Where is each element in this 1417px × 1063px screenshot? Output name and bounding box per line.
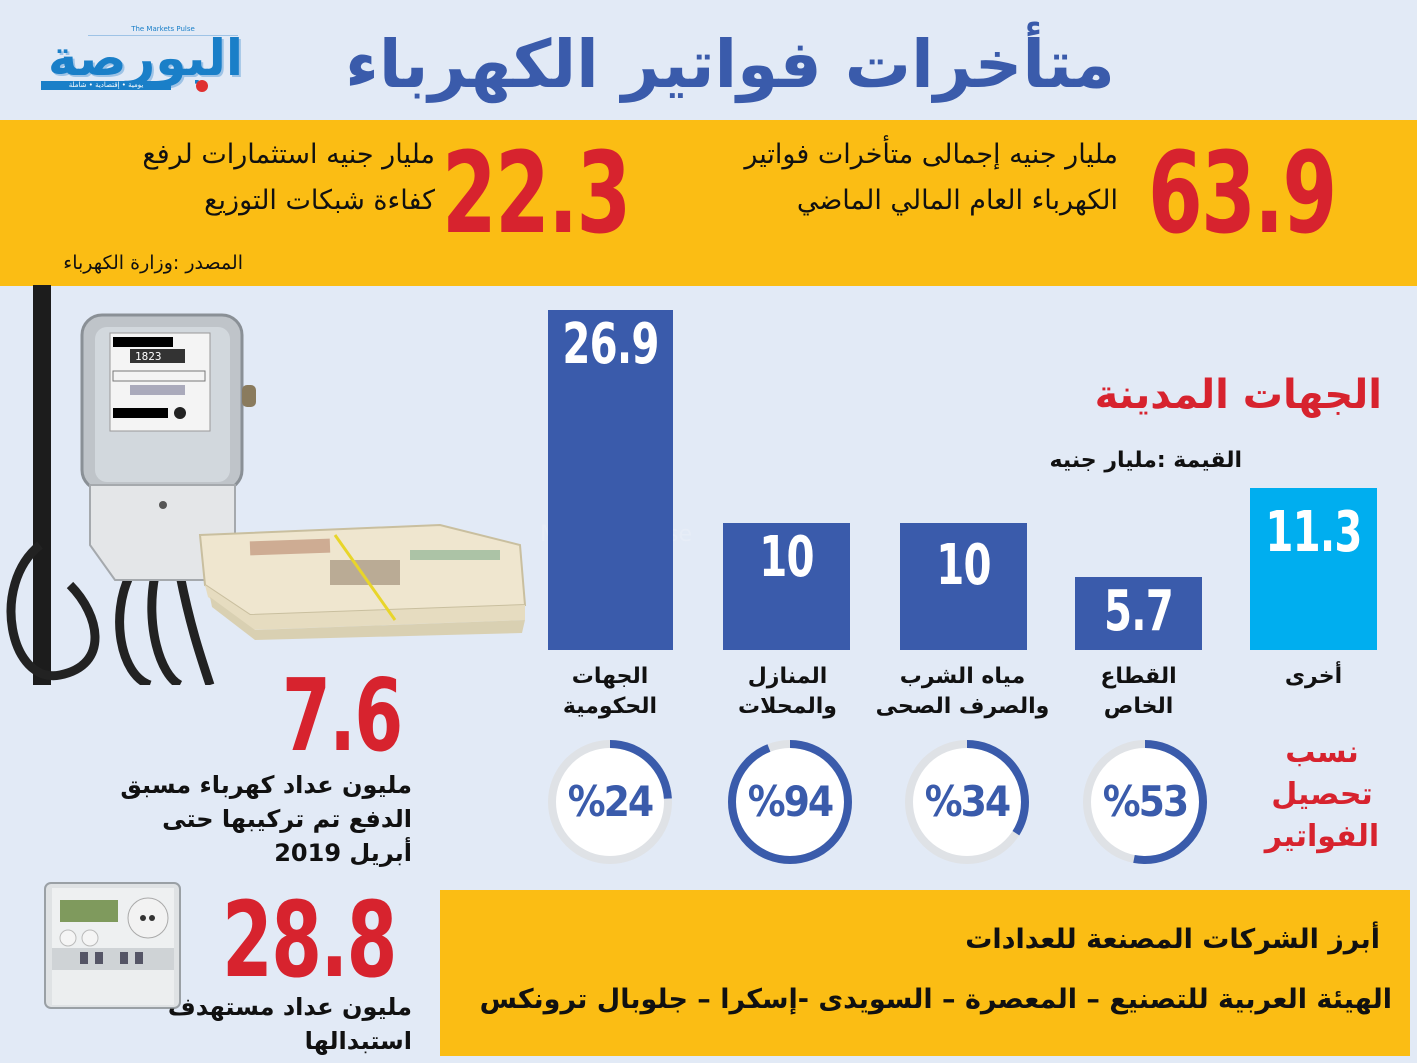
prepaid-meters-value: 7.6 <box>282 657 403 774</box>
replacement-meters-value: 28.8 <box>222 879 397 1001</box>
smart-meter-image <box>40 878 185 1013</box>
label-private-sector: القطاع الخاص <box>1100 664 1177 719</box>
manufacturers-title: أبرز الشركات المصنعة للعدادات <box>965 924 1380 955</box>
bar-water-sewage: 10 <box>900 523 1027 650</box>
bar-other: 11.3 <box>1250 488 1377 650</box>
bar-private-sector: 5.7 <box>1075 577 1202 650</box>
total-arrears-value: 63.9 <box>1148 129 1337 259</box>
logo-wordmark: البورصة <box>47 29 244 87</box>
bar-value: 5.7 <box>1104 579 1174 644</box>
label-households-shops: المنازل والمحلات <box>738 664 837 719</box>
page-title: متأخرات فواتير الكهرباء <box>345 26 1115 103</box>
collection-rate-households-shops: %94 <box>725 737 855 867</box>
svg-text:1823: 1823 <box>135 350 162 363</box>
bar-value: 10 <box>936 533 991 598</box>
logo: The Markets Pulse البورصة يومية • إقتصاد… <box>38 22 244 92</box>
collection-rate-water-sewage: %34 <box>902 737 1032 867</box>
collection-rates-title: نسب تحصيل الفواتير <box>1264 735 1380 854</box>
bar-households-shops: 10 <box>723 523 850 650</box>
investments-text: مليار جنيه استثمارات لرفع كفاءة شبكات ال… <box>142 139 435 216</box>
collection-rate-government: %24 <box>545 737 675 867</box>
bar-value: 10 <box>759 525 814 590</box>
summary-band <box>0 120 1417 286</box>
label-other: أخرى <box>1284 664 1343 689</box>
electric-meter-money-image: 1823 <box>0 285 540 690</box>
logo-pulse-line: The Markets Pulse <box>88 22 238 36</box>
bar-value: 11.3 <box>1265 500 1362 565</box>
replacement-meters-text: مليون عداد مستهدف استبدالها <box>167 993 412 1055</box>
collection-rate-value: %24 <box>567 777 654 826</box>
prepaid-meters-text: مليون عداد كهرباء مسبق الدفع تم تركيبها … <box>120 771 412 867</box>
manufacturers-box: أبرز الشركات المصنعة للعدادات الهيئة الع… <box>440 890 1410 1056</box>
collection-rate-value: %53 <box>1102 777 1189 826</box>
investments-value: 22.3 <box>442 129 631 259</box>
label-government: الجهات الحكومية <box>562 664 658 719</box>
logo-tagline: يومية • إقتصادية • شاملة <box>41 81 171 90</box>
value-unit-label: القيمة :مليار جنيه <box>1049 448 1243 473</box>
bar-value: 26.9 <box>562 312 659 377</box>
collection-rate-value: %94 <box>747 777 834 826</box>
logo-cursor-icon <box>196 80 208 92</box>
label-water-sewage: مياه الشرب والصرف الصحى <box>875 664 1050 719</box>
collection-rate-value: %34 <box>924 777 1011 826</box>
debtors-heading: الجهات المدينة <box>1094 372 1382 418</box>
collection-rate-private-sector: %53 <box>1080 737 1210 867</box>
total-arrears-text: مليار جنيه إجمالى متأخرات فواتير الكهربا… <box>744 139 1118 216</box>
manufacturers-list: الهيئة العربية للتصنيع – المعصرة – السوي… <box>479 984 1392 1015</box>
source-note: المصدر :وزارة الكهرباء <box>63 252 243 274</box>
bar-government: 26.9 <box>548 310 673 650</box>
